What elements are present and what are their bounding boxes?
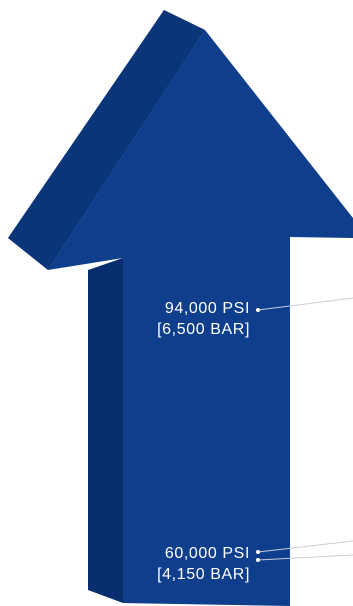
psi-value-high: 94,000 PSI: [164, 300, 250, 317]
bar-value-low: [4,150 BAR]: [157, 566, 250, 583]
leader-line-low: [256, 540, 353, 562]
pressure-label-low: 60,000 PSI [4,150 BAR]: [120, 543, 250, 585]
pressure-label-high: 94,000 PSI [6,500 BAR]: [120, 298, 250, 340]
arrow-top-edge: [8, 10, 205, 270]
psi-value-low: 60,000 PSI: [164, 545, 250, 562]
arrow-face: [48, 30, 353, 606]
leader-line-high: [256, 297, 353, 312]
arrow-shaft-side: [88, 258, 123, 603]
bar-value-high: [6,500 BAR]: [157, 321, 250, 338]
